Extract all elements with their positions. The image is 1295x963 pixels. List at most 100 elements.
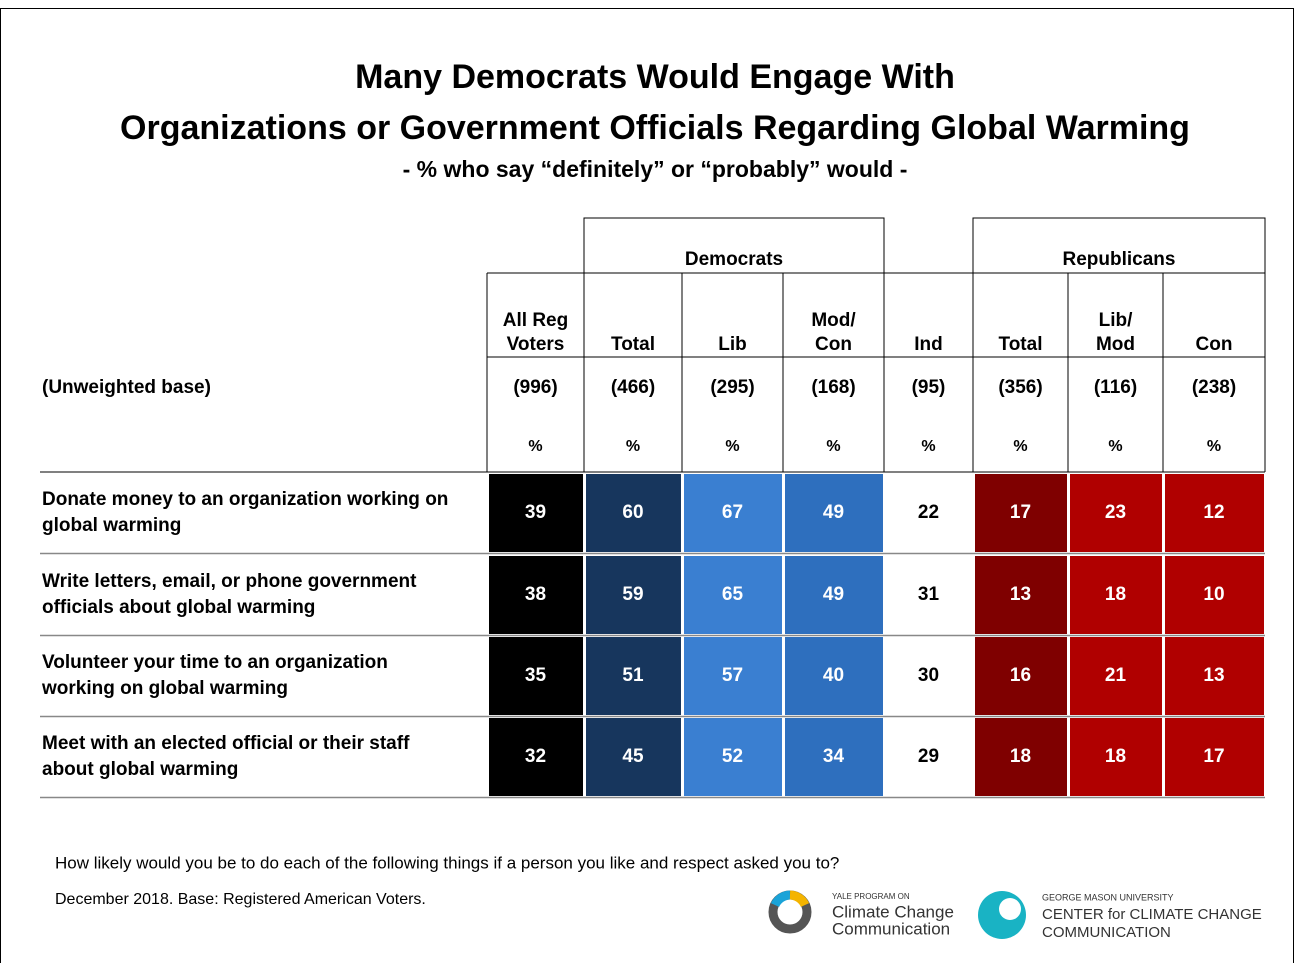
- cell-value: 18: [1105, 746, 1126, 767]
- base: (238): [1192, 377, 1236, 398]
- cell-value: 22: [918, 502, 939, 523]
- group-header: Republicans: [1063, 249, 1176, 270]
- cell-value: 45: [622, 746, 644, 767]
- question: How likely would you be to do each of th…: [55, 853, 839, 872]
- logo-text: CENTER for CLIMATE CHANGE: [1042, 906, 1262, 923]
- row-label: Donate money to an organization working …: [42, 489, 448, 510]
- logo-text: GEORGE MASON UNIVERSITY: [1042, 892, 1174, 902]
- unit: %: [528, 438, 542, 455]
- cell: [975, 718, 1067, 796]
- cell: [1070, 474, 1162, 552]
- cell: [1070, 718, 1162, 796]
- logo-text: Climate Change: [832, 902, 954, 921]
- cell-value: 29: [918, 746, 939, 767]
- cell-value: 60: [622, 502, 643, 523]
- cell-value: 65: [722, 584, 744, 605]
- column-header: Mod: [1096, 334, 1135, 355]
- cell: [785, 474, 883, 552]
- cell: [975, 474, 1067, 552]
- cell: [684, 718, 782, 796]
- row-label: officials about global warming: [42, 597, 315, 618]
- cell: [586, 637, 681, 715]
- column-header: Voters: [507, 334, 565, 355]
- base: (295): [710, 377, 754, 398]
- cell: [1165, 556, 1264, 634]
- cell: [785, 718, 883, 796]
- yale-logo: YALE PROGRAM ON Climate Change Communica…: [768, 890, 954, 938]
- base: (996): [513, 377, 557, 398]
- cell: [886, 718, 972, 796]
- cell-value: 17: [1010, 502, 1031, 523]
- logo-text: Communication: [832, 919, 950, 938]
- title-line-1: Many Democrats Would Engage With: [355, 58, 955, 96]
- cell: [975, 556, 1067, 634]
- unit: %: [725, 438, 739, 455]
- frame: [0, 8, 1294, 963]
- cell-value: 32: [525, 746, 546, 767]
- column-header: Total: [999, 334, 1043, 355]
- cell-value: 23: [1105, 502, 1126, 523]
- cell-value: 30: [918, 665, 939, 686]
- cell: [785, 556, 883, 634]
- logo-text: COMMUNICATION: [1042, 924, 1171, 941]
- column-header: Lib: [718, 334, 747, 355]
- cell: [586, 556, 681, 634]
- column-header: Ind: [914, 334, 943, 355]
- cell-value: 13: [1203, 665, 1224, 686]
- cell: [975, 637, 1067, 715]
- cell-value: 57: [722, 665, 743, 686]
- title-line-2: Organizations or Government Officials Re…: [120, 109, 1190, 147]
- cell-value: 35: [525, 665, 547, 686]
- cell-value: 51: [622, 665, 644, 686]
- unit: %: [826, 438, 840, 455]
- column-header: Total: [611, 334, 655, 355]
- gmu-logo: GEORGE MASON UNIVERSITY CENTER for CLIMA…: [978, 891, 1262, 941]
- cell: [886, 637, 972, 715]
- cell: [586, 718, 681, 796]
- cell: [586, 474, 681, 552]
- row-label: global warming: [42, 515, 181, 536]
- cell: [886, 556, 972, 634]
- cell-value: 17: [1203, 746, 1224, 767]
- base: (466): [611, 377, 655, 398]
- column-header: Con: [815, 334, 852, 355]
- cell: [1070, 556, 1162, 634]
- row-label: Write letters, email, or phone governmen…: [42, 571, 417, 592]
- cell-value: 21: [1105, 665, 1127, 686]
- subtitle: - % who say “definitely” or “probably” w…: [403, 156, 908, 182]
- cell-value: 18: [1105, 584, 1126, 605]
- row-label: Volunteer your time to an organization: [42, 652, 388, 673]
- base: (168): [811, 377, 855, 398]
- cell: [489, 637, 583, 715]
- column-header: Mod/: [811, 310, 856, 331]
- cell-value: 67: [722, 502, 743, 523]
- unit: %: [1013, 438, 1027, 455]
- cell: [1165, 718, 1264, 796]
- cell-value: 38: [525, 584, 546, 605]
- cell: [785, 637, 883, 715]
- row-label: about global warming: [42, 759, 238, 780]
- row-label: working on global warming: [41, 678, 288, 699]
- cell: [1165, 474, 1264, 552]
- cell-value: 10: [1203, 584, 1224, 605]
- group-header: Democrats: [685, 249, 783, 270]
- table: Democrats Republicans (Unweighted base) All…: [40, 217, 1266, 799]
- unit: %: [626, 438, 640, 455]
- cell: [489, 556, 583, 634]
- cell-value: 52: [722, 746, 743, 767]
- cell: [684, 474, 782, 552]
- cell: [886, 474, 972, 552]
- column-header: All Reg: [503, 310, 568, 331]
- cell: [684, 556, 782, 634]
- base-label: (Unweighted base): [42, 377, 211, 398]
- cell: [489, 474, 583, 552]
- logo-text: YALE PROGRAM ON: [832, 892, 910, 901]
- cell-value: 31: [918, 584, 940, 605]
- cell-value: 49: [823, 584, 844, 605]
- base: (116): [1094, 377, 1137, 398]
- cell-value: 59: [622, 584, 643, 605]
- cell: [1070, 637, 1162, 715]
- cell-value: 12: [1203, 502, 1224, 523]
- row-label: Meet with an elected official or their s…: [42, 733, 410, 754]
